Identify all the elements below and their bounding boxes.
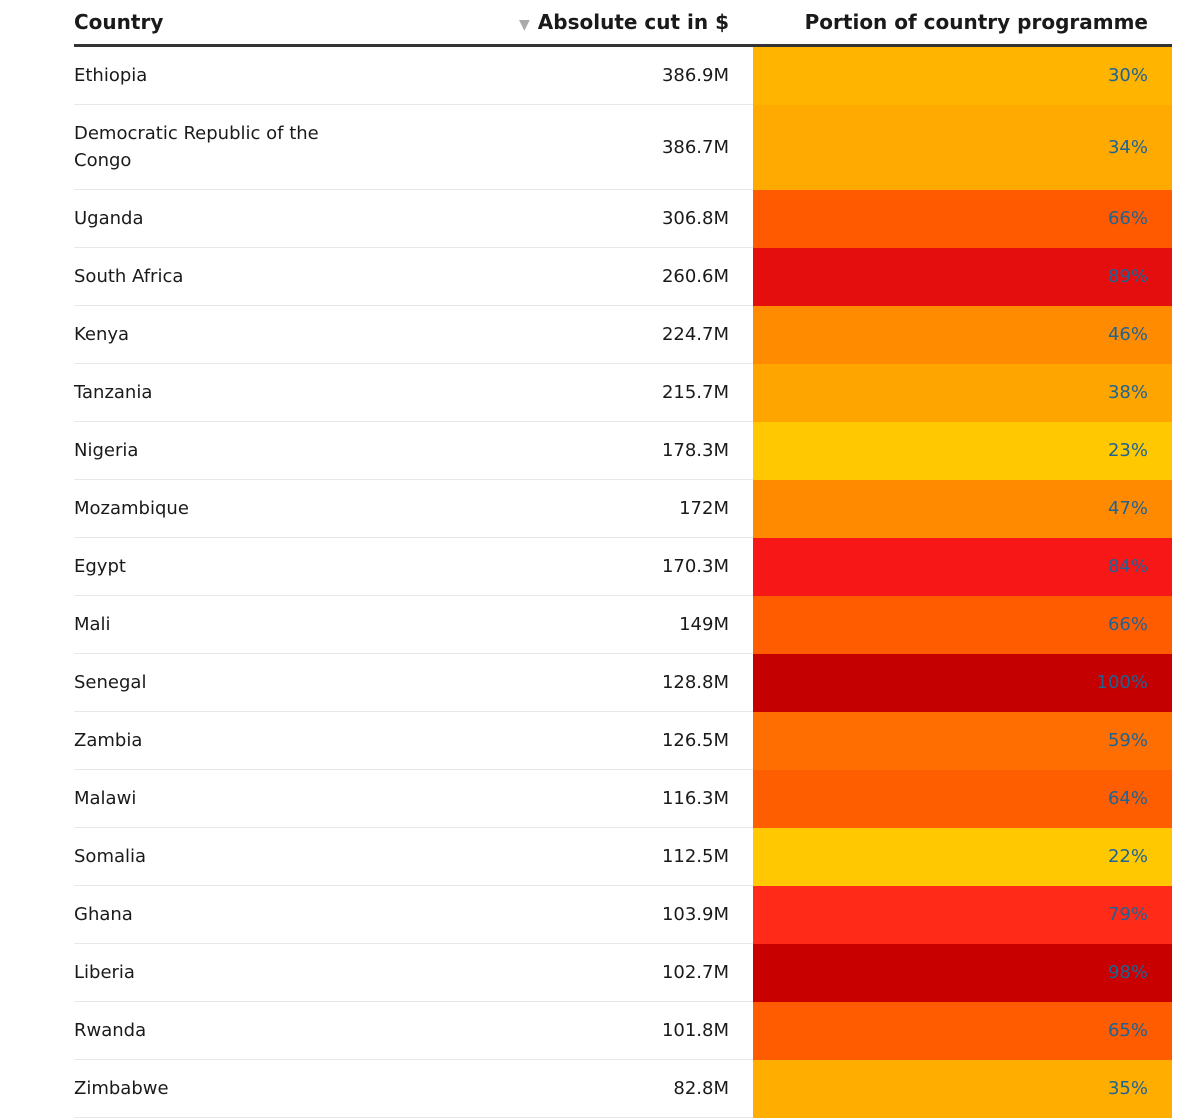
cut-cell: 306.8M	[434, 189, 753, 248]
country-header[interactable]: Country	[74, 0, 434, 47]
country-cell: Zambia	[74, 711, 434, 770]
country-cell: Uganda	[74, 189, 434, 248]
cut-cell: 149M	[434, 595, 753, 654]
table-row: Nigeria 178.3M 23%	[74, 421, 1172, 480]
portion-cell: 100%	[753, 653, 1172, 712]
portion-cell: 23%	[753, 421, 1172, 480]
country-cell: Mozambique	[74, 479, 434, 538]
cut-cell: 386.9M	[434, 45, 753, 105]
table-row: Mozambique 172M 47%	[74, 479, 1172, 538]
table-row: Senegal 128.8M 100%	[74, 653, 1172, 712]
country-cell: Kenya	[74, 305, 434, 364]
header-row: Country ▼ Absolute cut in $ Portion of co…	[74, 0, 1172, 47]
country-cell: Rwanda	[74, 1001, 434, 1060]
table-row: Zambia 126.5M 59%	[74, 711, 1172, 770]
cut-header[interactable]: ▼ Absolute cut in $	[434, 0, 753, 47]
cut-cell: 128.8M	[434, 653, 753, 712]
portion-cell: 47%	[753, 479, 1172, 538]
table-row: Zimbabwe 82.8M 35%	[74, 1059, 1172, 1118]
portion-cell: 79%	[753, 885, 1172, 944]
cut-cell: 260.6M	[434, 247, 753, 306]
cut-cell: 170.3M	[434, 537, 753, 596]
cut-cell: 215.7M	[434, 363, 753, 422]
portion-cell: 59%	[753, 711, 1172, 770]
data-table: Country ▼ Absolute cut in $ Portion of co…	[74, 0, 1172, 1118]
portion-cell: 65%	[753, 1001, 1172, 1060]
cut-cell: 112.5M	[434, 827, 753, 886]
table-row: South Africa 260.6M 89%	[74, 247, 1172, 306]
portion-header[interactable]: Portion of country programme	[753, 0, 1172, 47]
country-cell: Ghana	[74, 885, 434, 944]
cut-header-label: Absolute cut in $	[537, 10, 729, 34]
table-row: Ghana 103.9M 79%	[74, 885, 1172, 944]
portion-cell: 66%	[753, 189, 1172, 248]
country-cell: Mali	[74, 595, 434, 654]
table-row: Malawi 116.3M 64%	[74, 769, 1172, 828]
cut-cell: 116.3M	[434, 769, 753, 828]
cut-cell: 103.9M	[434, 885, 753, 944]
cut-cell: 102.7M	[434, 943, 753, 1002]
country-cell: Liberia	[74, 943, 434, 1002]
cut-cell: 82.8M	[434, 1059, 753, 1118]
cut-cell: 172M	[434, 479, 753, 538]
portion-cell: 30%	[753, 45, 1172, 105]
cut-cell: 224.7M	[434, 305, 753, 364]
cut-cell: 386.7M	[434, 104, 753, 190]
portion-cell: 34%	[753, 104, 1172, 190]
portion-cell: 89%	[753, 247, 1172, 306]
portion-cell: 84%	[753, 537, 1172, 596]
country-cell: Senegal	[74, 653, 434, 712]
cut-cell: 126.5M	[434, 711, 753, 770]
portion-cell: 66%	[753, 595, 1172, 654]
cut-cell: 101.8M	[434, 1001, 753, 1060]
country-cell: Egypt	[74, 537, 434, 596]
country-cell: Tanzania	[74, 363, 434, 422]
country-cell: Somalia	[74, 827, 434, 886]
table-row: Rwanda 101.8M 65%	[74, 1001, 1172, 1060]
portion-cell: 35%	[753, 1059, 1172, 1118]
table-row: Uganda 306.8M 66%	[74, 189, 1172, 248]
table-row: Somalia 112.5M 22%	[74, 827, 1172, 886]
table-row: Tanzania 215.7M 38%	[74, 363, 1172, 422]
portion-cell: 64%	[753, 769, 1172, 828]
portion-cell: 98%	[753, 943, 1172, 1002]
table-row: Kenya 224.7M 46%	[74, 305, 1172, 364]
table-row: Liberia 102.7M 98%	[74, 943, 1172, 1002]
portion-cell: 38%	[753, 363, 1172, 422]
portion-cell: 22%	[753, 827, 1172, 886]
table-row: Egypt 170.3M 84%	[74, 537, 1172, 596]
country-cell: Zimbabwe	[74, 1059, 434, 1118]
table-row: Mali 149M 66%	[74, 595, 1172, 654]
table-row: Democratic Republic of the Congo 386.7M 34…	[74, 104, 1172, 190]
country-cell: Malawi	[74, 769, 434, 828]
triangle-down-icon: ▼	[519, 17, 530, 33]
country-cell: Democratic Republic of the Congo	[74, 104, 434, 190]
country-cell: South Africa	[74, 247, 434, 306]
portion-cell: 46%	[753, 305, 1172, 364]
table-row: Ethiopia 386.9M 30%	[74, 45, 1172, 105]
country-cell: Nigeria	[74, 421, 434, 480]
country-cell: Ethiopia	[74, 45, 434, 105]
cut-cell: 178.3M	[434, 421, 753, 480]
